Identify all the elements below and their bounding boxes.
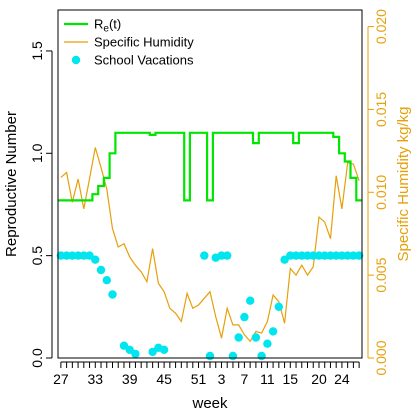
y-right-tick-label: 0.020 [373, 9, 389, 44]
y-left-tick-label: 0.5 [29, 246, 45, 266]
x-tick-label: 20 [311, 371, 327, 387]
vacation-point [160, 346, 168, 354]
vacation-point [108, 290, 116, 298]
x-tick-label: 24 [334, 371, 350, 387]
y-right-tick-label: 0.010 [373, 175, 389, 210]
x-tick-label: 3 [218, 371, 226, 387]
y-right-tick-label: 0.005 [373, 257, 389, 292]
legend-item-humidity-label: Specific Humidity [94, 35, 194, 50]
vacation-point [103, 276, 111, 284]
y-axis-left-title: Reproductive Number [3, 111, 20, 257]
vacation-point [240, 313, 248, 321]
legend-item-vacations-label: School Vacations [94, 53, 194, 68]
humidity-series-line [61, 148, 359, 342]
x-tick-label: 33 [87, 371, 103, 387]
x-tick-label: 15 [283, 371, 299, 387]
vacation-point [275, 303, 283, 311]
legend: Re(t)Specific Humidity School Vacations [64, 17, 194, 68]
x-tick-label: 27 [53, 371, 69, 387]
y-left-tick-label: 0.0 [29, 348, 45, 368]
vacation-point [223, 251, 231, 259]
vacation-point [235, 333, 243, 341]
y-left-tick-label: 1.5 [29, 41, 45, 61]
x-tick-label: 11 [260, 371, 275, 387]
y-right-tick-label: 0.000 [373, 340, 389, 375]
vacation-point [229, 352, 237, 360]
x-tick-label: 51 [191, 371, 207, 387]
legend-item-vacations-swatch [72, 56, 80, 64]
re-series-line [58, 133, 362, 201]
vacation-point [246, 297, 254, 305]
vacation-point [269, 327, 277, 335]
y-left-tick-label: 1.0 [29, 143, 45, 163]
x-tick-label: 45 [156, 371, 172, 387]
vacation-point [206, 352, 214, 360]
y-right-tick-label: 0.015 [373, 92, 389, 127]
x-tick-label: 7 [241, 371, 249, 387]
legend-item-re-label: Re(t) [94, 17, 121, 35]
vacation-point [252, 333, 260, 341]
vacation-point [97, 266, 105, 274]
vacation-point [257, 352, 265, 360]
x-tick-label: 39 [122, 371, 138, 387]
y-axis-right-title: Specific Humidity kg/kg [395, 106, 412, 261]
vacation-point [91, 256, 99, 264]
vacation-point [200, 251, 208, 259]
plot-layer [57, 133, 364, 360]
x-axis-title: week [191, 395, 228, 412]
vacation-point [131, 350, 139, 358]
vacation-point [263, 340, 271, 348]
axes-layer: 27 33 39 45 51 3 7 11 15 20 24 week 0.0 0.5 1.0 1.5 Repr… [3, 9, 412, 412]
